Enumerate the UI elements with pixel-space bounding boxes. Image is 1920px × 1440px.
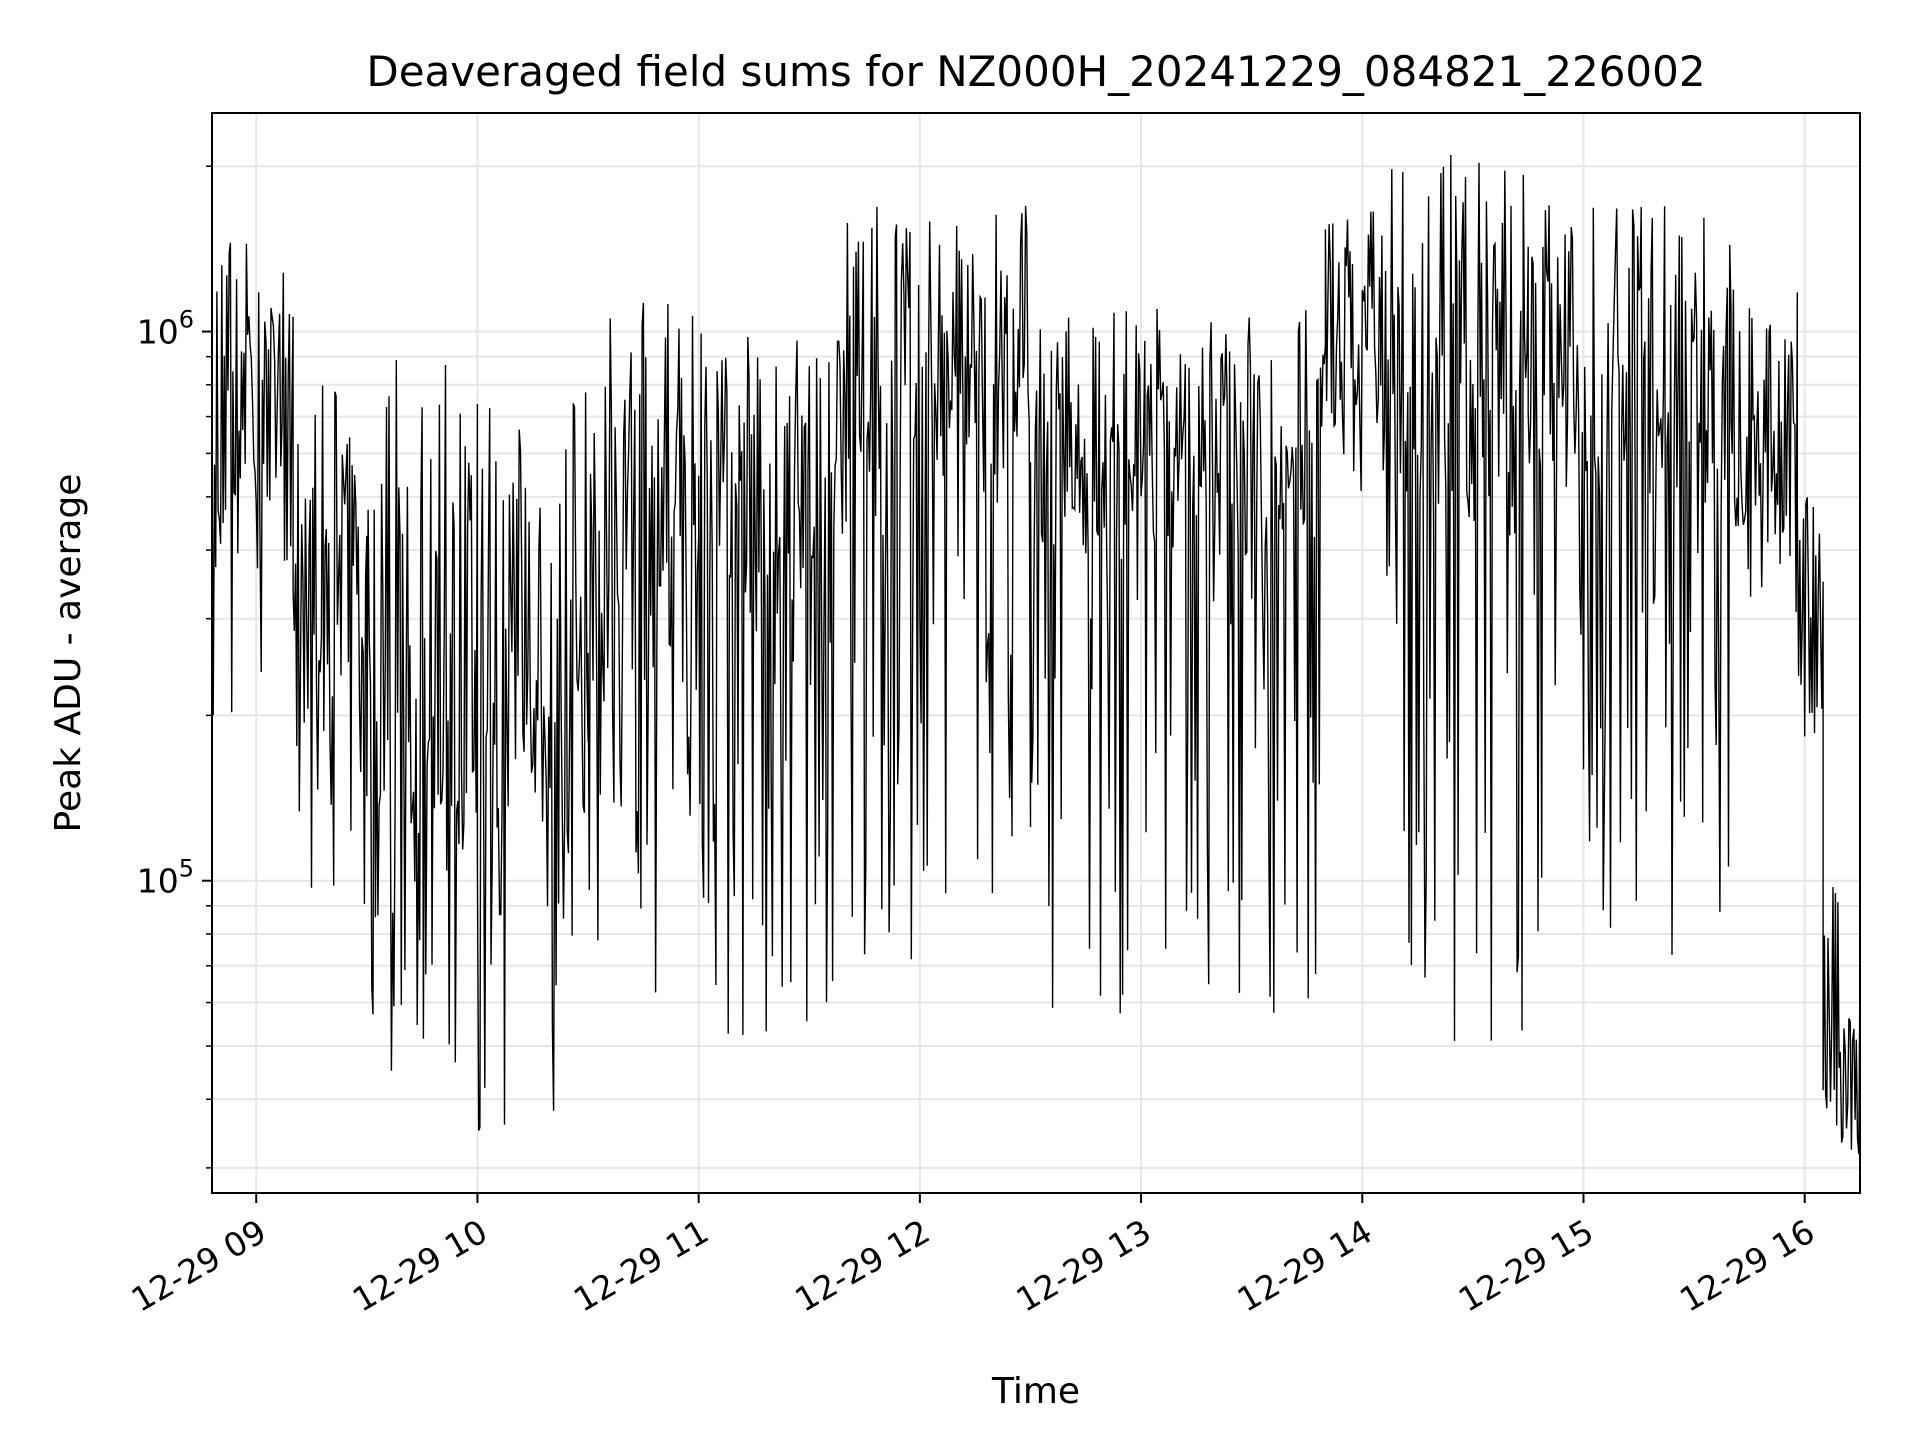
plot-frame xyxy=(211,112,1861,1194)
y-axis: 105 106 xyxy=(137,165,212,1169)
y-axis-label: Peak ADU - average xyxy=(48,474,89,833)
x-axis-label: Time xyxy=(991,1371,1080,1412)
series-layer xyxy=(211,154,1861,1154)
chart-title: Deaveraged field sums for NZ000H_2024122… xyxy=(366,47,1705,96)
series-line xyxy=(211,154,1861,1154)
y-tick-label: 106 xyxy=(137,306,194,352)
y-tick-label: 105 xyxy=(137,855,194,901)
